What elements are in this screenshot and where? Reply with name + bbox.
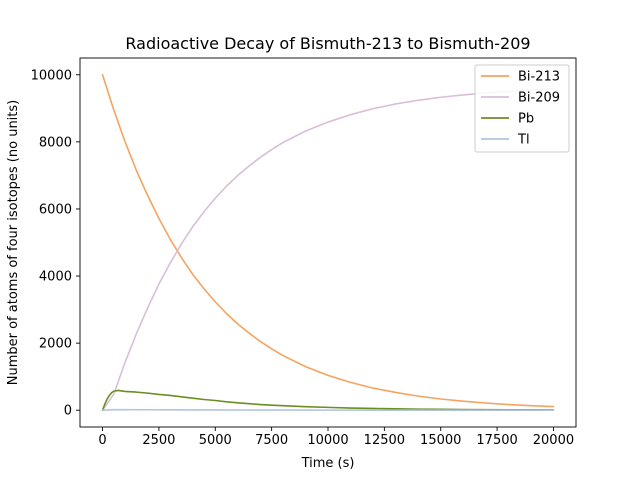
y-tick-label: 0	[64, 404, 72, 419]
y-tick-label: 2000	[39, 337, 72, 352]
x-tick-label: 0	[98, 433, 106, 448]
legend: Bi-213 Bi-209 Pb Tl	[474, 64, 570, 153]
x-tick-label: 17500	[476, 433, 517, 448]
y-tick-label: 6000	[39, 202, 72, 217]
y-axis: 0 2000 4000 6000 8000 10000	[31, 68, 80, 419]
legend-label-bi-209: Bi-209	[518, 91, 560, 106]
y-axis-label: Number of atoms of four isotopes (no uni…	[6, 100, 21, 386]
x-tick-label: 15000	[420, 433, 461, 448]
series-layer	[101, 73, 555, 412]
series-line-pb	[101, 389, 555, 412]
x-tick-label: 10000	[307, 433, 348, 448]
y-tick-label: 10000	[31, 68, 72, 83]
series-line-bi-213	[101, 73, 555, 408]
x-tick-label: 12500	[364, 433, 405, 448]
series-line-bi-209	[101, 88, 555, 412]
x-tick-label: 5000	[199, 433, 232, 448]
x-axis: 0 2500 5000 7500 10000 12500 15000 17500 20000	[98, 427, 574, 448]
y-tick-label: 8000	[39, 135, 72, 150]
y-tick-label: 4000	[39, 270, 72, 285]
series-line-tl	[101, 408, 555, 412]
legend-frame	[474, 64, 570, 153]
x-tick-label: 7500	[255, 433, 288, 448]
legend-label-bi-213: Bi-213	[518, 70, 560, 85]
x-axis-label: Time (s)	[301, 456, 355, 471]
x-tick-label: 2500	[142, 433, 175, 448]
x-tick-label: 20000	[533, 433, 574, 448]
legend-label-pb: Pb	[518, 112, 534, 127]
chart-title: Radioactive Decay of Bismuth-213 to Bism…	[125, 34, 530, 53]
legend-label-tl: Tl	[517, 133, 530, 148]
